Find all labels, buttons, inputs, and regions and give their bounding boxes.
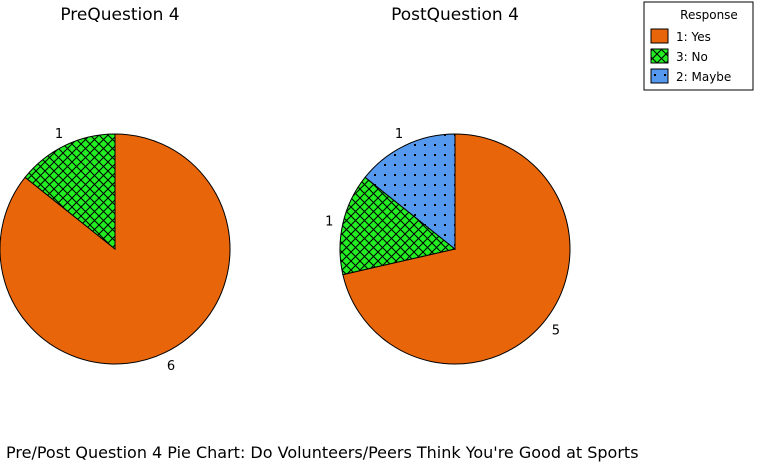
legend-label-maybe: 2: Maybe bbox=[676, 70, 731, 84]
legend-swatch-no bbox=[650, 48, 669, 64]
slice-label-maybe: 1 bbox=[395, 127, 403, 142]
chart-caption: Pre/Post Question 4 Pie Chart: Do Volunt… bbox=[6, 443, 639, 462]
post-question-pie: PostQuestion 4 5 1 1 bbox=[325, 5, 571, 365]
legend-label-no: 3: No bbox=[676, 50, 708, 64]
pie-slice-no bbox=[339, 176, 457, 276]
legend-label-yes: 1: Yes bbox=[676, 30, 711, 44]
pre-question-title: PreQuestion 4 bbox=[60, 5, 179, 25]
pre-question-pie: PreQuestion 4 6 1 bbox=[0, 5, 231, 374]
slice-label-no: 1 bbox=[325, 214, 333, 229]
legend-swatch-maybe bbox=[650, 68, 669, 84]
legend-swatch-yes bbox=[650, 28, 669, 44]
legend: Response 1: Yes 3: No 2: Maybe bbox=[643, 1, 754, 91]
pie-slice-yes bbox=[342, 133, 571, 365]
legend-title: Response bbox=[680, 8, 738, 22]
pie-slice-no bbox=[24, 133, 116, 251]
pie-slice-maybe bbox=[364, 133, 456, 251]
post-question-title: PostQuestion 4 bbox=[391, 5, 519, 25]
slice-label-yes: 5 bbox=[552, 323, 560, 338]
slice-label-yes: 6 bbox=[167, 359, 175, 374]
slice-label-no: 1 bbox=[55, 127, 63, 142]
